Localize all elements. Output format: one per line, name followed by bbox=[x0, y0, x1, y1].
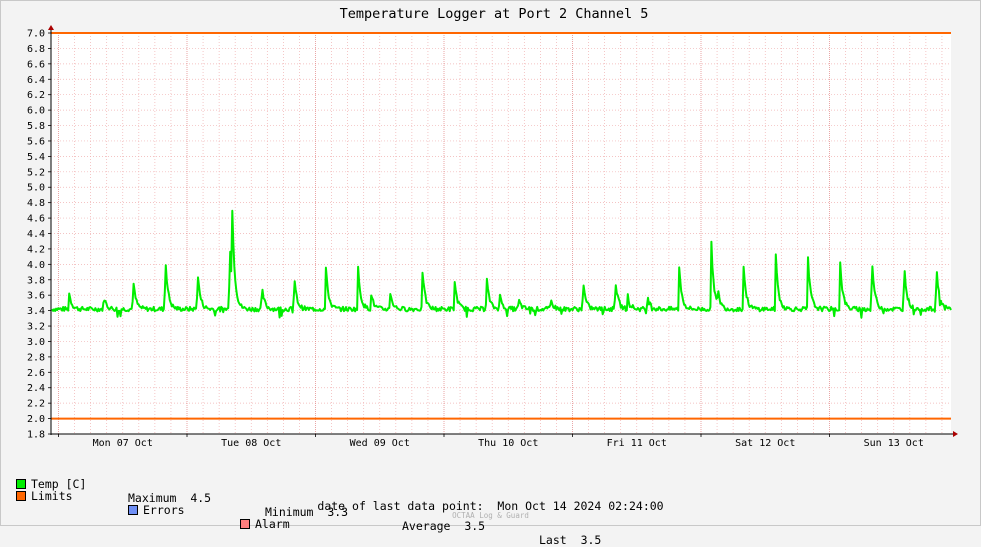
avg-value: 3.5 bbox=[464, 519, 486, 533]
legend-errors: Errors bbox=[128, 503, 185, 517]
errors-label: Errors bbox=[143, 503, 185, 517]
y-tick-label: 4.6 bbox=[27, 214, 45, 225]
y-tick-label: 4.2 bbox=[27, 244, 45, 255]
avg-label: Average bbox=[402, 519, 451, 533]
limits-swatch bbox=[16, 491, 26, 501]
x-tick-label: Tue 08 Oct bbox=[221, 438, 281, 449]
y-tick-label: 5.8 bbox=[27, 121, 45, 132]
max-value: 4.5 bbox=[190, 491, 212, 505]
legend-temp: Temp [C] bbox=[16, 477, 86, 491]
y-tick-label: 5.4 bbox=[27, 152, 45, 163]
alarm-swatch bbox=[240, 519, 250, 529]
y-tick-label: 1.8 bbox=[27, 430, 45, 441]
y-axis-ticks: 7.0 6.8 6.6 6.4 6.2 6.0 5.8 5.6 5.4 5.2 5.0 4.8 4.6 4… bbox=[27, 29, 51, 441]
y-tick-label: 3.6 bbox=[27, 291, 45, 302]
min-value: 3.3 bbox=[327, 505, 349, 519]
legend-limits: Limits bbox=[16, 489, 73, 503]
y-tick-label: 4.8 bbox=[27, 198, 45, 209]
y-tick-label: 4.4 bbox=[27, 229, 45, 240]
y-tick-label: 6.8 bbox=[27, 44, 45, 55]
legend-avg: Average 3.5 bbox=[402, 519, 485, 533]
limits-label: Limits bbox=[31, 489, 73, 503]
x-tick-label: Sat 12 Oct bbox=[735, 438, 795, 449]
temp-label: Temp [C] bbox=[31, 477, 87, 491]
legend-min: Minimum 3.3 bbox=[265, 505, 348, 519]
last-data-point: date of last data point: Mon Oct 14 2024… bbox=[317, 499, 664, 513]
y-axis-arrow bbox=[48, 25, 54, 30]
credit-text: OCTAA Log & Guard bbox=[452, 511, 529, 520]
y-tick-label: 3.8 bbox=[27, 275, 45, 286]
temp-swatch bbox=[16, 479, 26, 489]
y-tick-label: 2.6 bbox=[27, 368, 45, 379]
y-tick-label: 4.0 bbox=[27, 260, 45, 271]
limit-lines bbox=[51, 32, 951, 420]
x-axis-arrow bbox=[953, 431, 958, 437]
y-tick-label: 6.2 bbox=[27, 90, 45, 101]
y-tick-label: 3.2 bbox=[27, 322, 45, 333]
errors-swatch bbox=[128, 505, 138, 515]
legend-last: Last 3.5 bbox=[539, 533, 601, 547]
y-tick-label: 5.2 bbox=[27, 167, 45, 178]
y-tick-label: 5.6 bbox=[27, 136, 45, 147]
y-tick-label: 2.0 bbox=[27, 414, 45, 425]
y-tick-label: 6.0 bbox=[27, 106, 45, 117]
y-tick-label: 2.8 bbox=[27, 352, 45, 363]
x-tick-label: Thu 10 Oct bbox=[478, 438, 538, 449]
x-tick-label: Mon 07 Oct bbox=[93, 438, 153, 449]
y-tick-label: 7.0 bbox=[27, 29, 45, 40]
x-tick-label: Wed 09 Oct bbox=[350, 438, 410, 449]
temperature-chart: Temperature Logger at Port 2 Channel 5 7… bbox=[0, 0, 981, 526]
y-tick-label: 3.0 bbox=[27, 337, 45, 348]
y-tick-label: 3.4 bbox=[27, 306, 45, 317]
x-tick-label: Sun 13 Oct bbox=[864, 438, 924, 449]
y-tick-label: 2.4 bbox=[27, 383, 45, 394]
legend-max: Maximum 4.5 bbox=[128, 491, 211, 505]
temp-series-line bbox=[51, 209, 952, 319]
last-value: 3.5 bbox=[580, 533, 602, 547]
y-tick-label: 5.0 bbox=[27, 183, 45, 194]
last-label: Last bbox=[539, 533, 567, 547]
y-tick-label: 6.6 bbox=[27, 59, 45, 70]
max-label: Maximum bbox=[128, 491, 177, 505]
y-tick-label: 2.2 bbox=[27, 399, 45, 410]
y-tick-label: 6.4 bbox=[27, 75, 45, 86]
x-tick-label: Fri 11 Oct bbox=[607, 438, 667, 449]
chart-title: Temperature Logger at Port 2 Channel 5 bbox=[340, 6, 649, 22]
min-label: Minimum bbox=[265, 505, 314, 519]
